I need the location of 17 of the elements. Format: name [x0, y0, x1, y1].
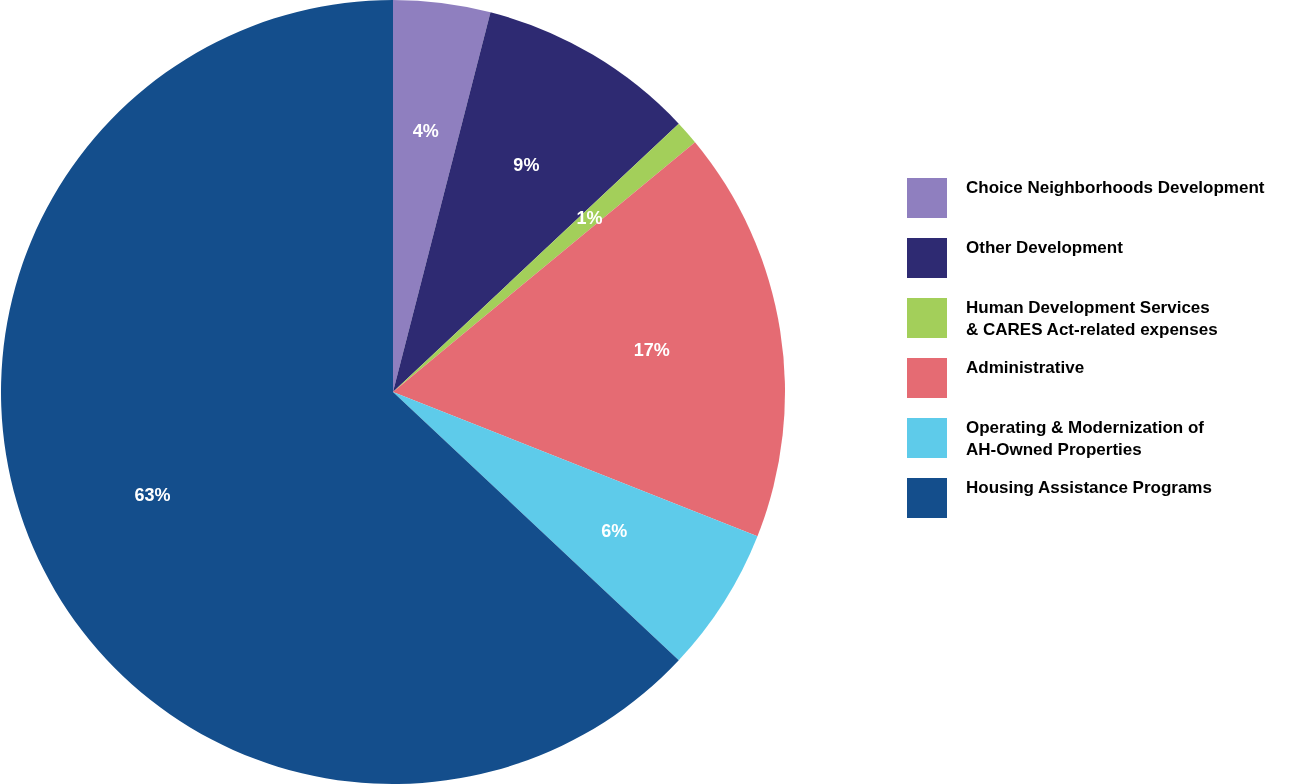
pie-slice [393, 392, 758, 661]
legend-label: Human Development Services & CARES Act-related expenses [966, 298, 1218, 339]
pie-slice [1, 0, 679, 784]
data-label: 17% [633, 340, 670, 361]
data-label: 9% [513, 155, 540, 176]
data-label: 4% [412, 121, 439, 142]
pie-slice [393, 12, 679, 392]
pie-slice [393, 142, 785, 537]
legend-label: Other Development [966, 238, 1124, 257]
data-label: 1% [576, 207, 603, 228]
legend-label: Choice Neighborhoods Development [966, 178, 1265, 197]
legend-label: Housing Assistance Programs [966, 478, 1212, 497]
legend-label: Operating & Modernization of AH-Owned Properties [966, 418, 1205, 459]
data-label: 6% [601, 521, 628, 542]
pie-slice [393, 0, 491, 392]
legend-label: Administrative [966, 358, 1085, 377]
data-label: 63% [134, 485, 171, 506]
